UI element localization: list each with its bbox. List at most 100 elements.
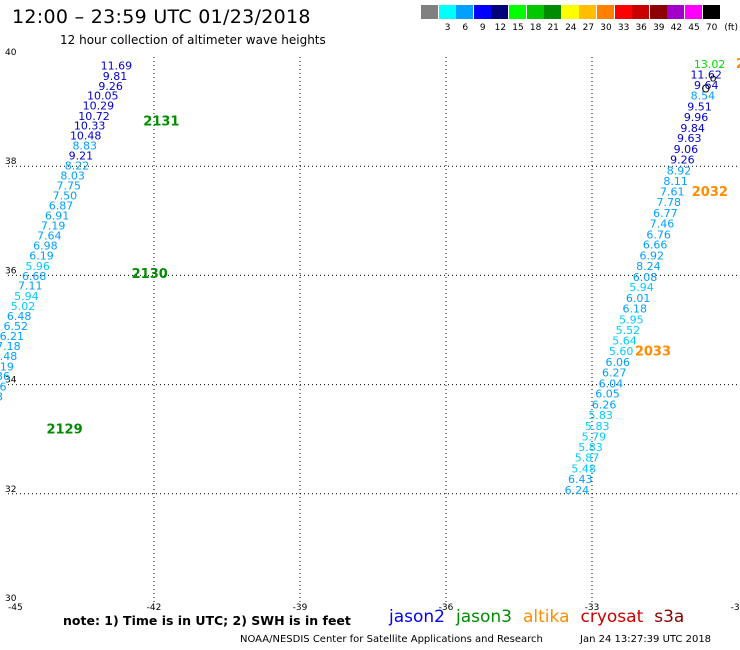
color-scale-tick: 6 xyxy=(462,23,469,33)
y-tick-label: 36 xyxy=(5,266,17,276)
time-label: 2129 xyxy=(46,423,82,438)
color-scale-tick: 27 xyxy=(582,23,595,33)
color-scale-tick: 30 xyxy=(600,23,612,33)
wave-height-label: 6.24 xyxy=(565,484,590,497)
color-swatch xyxy=(632,5,650,19)
wave-height-label: 9.81 xyxy=(103,70,128,83)
wave-height-label: 6.91 xyxy=(45,210,70,223)
satellite-legend: jason2 jason3 altika cryosat s3a xyxy=(389,607,695,627)
color-scale-tick: 45 xyxy=(688,23,700,33)
color-swatch xyxy=(526,5,544,19)
color-swatch xyxy=(597,5,614,19)
wave-height-label: 9.64 xyxy=(694,79,719,92)
wave-height-label: 5.02 xyxy=(11,300,36,313)
x-tick-label: -30 xyxy=(731,603,740,613)
color-scale-unit: (ft) xyxy=(724,23,738,33)
color-scale-tick: 36 xyxy=(635,23,647,33)
wave-height-label: 10.33 xyxy=(74,120,106,133)
wave-height-label: 10.72 xyxy=(78,110,110,123)
wave-height-label: 7.03 xyxy=(0,390,3,403)
wave-height-label: 9.26 xyxy=(98,80,123,93)
color-swatch xyxy=(421,5,438,19)
wave-height-label: 6.68 xyxy=(22,270,47,283)
y-tick-label: 34 xyxy=(5,376,17,386)
wave-height-label: 7.61 xyxy=(660,186,685,199)
wave-height-label: 6.27 xyxy=(602,366,627,379)
wave-height-label: 7.50 xyxy=(53,190,78,203)
color-swatch xyxy=(509,5,526,19)
time-label: 2130 xyxy=(132,267,168,282)
wave-height-label: 5.52 xyxy=(616,324,641,337)
color-scale-tick: 9 xyxy=(479,23,486,33)
color-scale-tick: 15 xyxy=(512,23,524,33)
wave-height-label: 8.03 xyxy=(60,169,85,182)
wave-height-label: 6.48 xyxy=(0,350,17,363)
wave-height-label: 5.96 xyxy=(25,260,50,273)
annotation-mark: o xyxy=(710,72,717,85)
color-scale-tick: 12 xyxy=(494,23,507,33)
wave-height-label: 5.48 xyxy=(571,463,596,476)
wave-height-label: 13.02 xyxy=(694,58,726,71)
wave-height-label: 7.11 xyxy=(18,280,43,293)
time-label: 2033 xyxy=(635,345,671,360)
wave-height-label: 9.21 xyxy=(69,150,94,163)
wave-height-label: 6.05 xyxy=(595,388,620,401)
wave-height-label: 7.46 xyxy=(650,217,675,230)
footnote: note: 1) Time is in UTC; 2) SWH is in fe… xyxy=(63,613,351,628)
wave-height-label: 11.69 xyxy=(101,60,133,73)
wave-height-label: 6.48 xyxy=(7,310,32,323)
wave-height-label: 5.95 xyxy=(619,313,644,326)
legend-entry-jason3: jason3 xyxy=(456,607,512,627)
x-tick-label: -42 xyxy=(147,603,162,613)
wave-height-label: 9.06 xyxy=(674,143,699,156)
wave-height-label: 6.76 xyxy=(646,228,671,241)
wave-height-label: 6.77 xyxy=(653,207,678,220)
credit-line: NOAA/NESDIS Center for Satellite Applica… xyxy=(240,634,543,645)
wave-height-label: 7.75 xyxy=(57,180,82,193)
wave-height-label: 6.18 xyxy=(622,303,647,316)
wave-height-label: 7.78 xyxy=(657,196,682,209)
legend-entry-jason2: jason2 xyxy=(389,607,445,627)
legend-entry-cryosat: cryosat xyxy=(580,607,644,627)
wave-height-label: 6.26 xyxy=(592,399,617,412)
wave-height-label: 6.08 xyxy=(633,271,658,284)
wave-height-label: 10.29 xyxy=(83,99,115,112)
wave-height-label: 10.05 xyxy=(87,90,119,103)
x-tick-label: -33 xyxy=(585,603,600,613)
wave-height-label: 9.26 xyxy=(670,153,695,166)
wave-height-label: 8.11 xyxy=(663,175,688,188)
legend-entry-s3a: s3a xyxy=(654,607,685,627)
wave-height-label: 6.21 xyxy=(0,330,24,343)
wave-height-label: 6.19 xyxy=(29,250,54,263)
y-tick-label: 30 xyxy=(5,594,17,604)
legend-entry-altika: altika xyxy=(523,607,570,627)
page-title: 12:00 – 23:59 UTC 01/23/2018 xyxy=(12,6,311,28)
color-swatch xyxy=(473,5,491,19)
wave-height-label: 9.63 xyxy=(677,132,702,145)
color-swatch xyxy=(456,5,474,19)
time-label: 2131 xyxy=(143,114,179,129)
wave-height-label: 5.83 xyxy=(588,409,613,422)
wave-height-label: 6.92 xyxy=(640,250,665,263)
y-tick-label: 40 xyxy=(5,48,17,58)
time-label: 2032 xyxy=(692,185,728,200)
color-swatch xyxy=(561,5,579,19)
color-swatch xyxy=(614,5,632,19)
wave-height-label: 8.83 xyxy=(73,139,98,152)
wave-height-label: 9.84 xyxy=(680,122,705,135)
color-swatch xyxy=(491,5,509,19)
wave-height-label: 6.87 xyxy=(49,199,74,212)
wave-height-label: 5.87 xyxy=(575,452,600,465)
color-swatch xyxy=(579,5,597,19)
wave-height-label: 5.83 xyxy=(585,420,610,433)
color-scale-tick: 21 xyxy=(547,23,559,33)
timestamp: Jan 24 13:27:39 UTC 2018 xyxy=(580,634,712,645)
x-tick-label: -45 xyxy=(8,603,23,613)
x-tick-label: -36 xyxy=(439,603,454,613)
time-label: 2 xyxy=(736,57,740,72)
y-tick-label: 38 xyxy=(5,157,17,167)
color-swatch xyxy=(649,5,667,19)
wave-height-label: 10.48 xyxy=(70,129,102,142)
wave-height-label: 8.24 xyxy=(636,260,661,273)
